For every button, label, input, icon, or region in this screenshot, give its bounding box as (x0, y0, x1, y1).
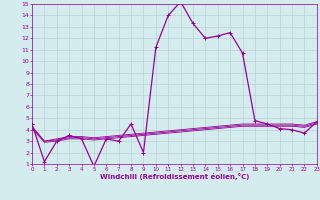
X-axis label: Windchill (Refroidissement éolien,°C): Windchill (Refroidissement éolien,°C) (100, 173, 249, 180)
